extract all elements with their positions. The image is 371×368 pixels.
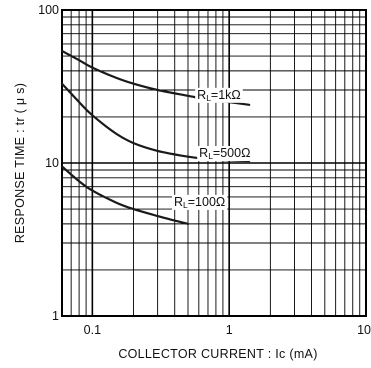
x-axis-label: COLLECTOR CURRENT : Ic (mA) <box>118 347 317 361</box>
y-tick-label: 100 <box>38 3 59 17</box>
y-tick-label: 10 <box>45 156 59 170</box>
series-line <box>60 165 190 225</box>
series-label: RL=100Ω <box>174 195 225 210</box>
x-tick-label: 10 <box>357 323 371 337</box>
curves: RL=1kΩ RL=500Ω RL=100Ω <box>60 49 253 225</box>
series-label-background <box>197 146 253 162</box>
series-label-background <box>171 194 228 210</box>
y-axis-label: RESPONSE TIME : tr ( μ s) <box>13 83 27 243</box>
tick-labels: 0.1 1 10 1 10 100 <box>38 3 371 337</box>
y-tick-label: 1 <box>52 309 59 323</box>
x-tick-label: 1 <box>226 323 233 337</box>
grid <box>61 9 367 317</box>
series-label-background <box>195 87 243 103</box>
series-label: RL=1kΩ <box>197 88 241 103</box>
x-tick-label: 0.1 <box>84 323 101 337</box>
series-label: RL=500Ω <box>199 146 250 161</box>
plot-frame <box>61 9 367 317</box>
